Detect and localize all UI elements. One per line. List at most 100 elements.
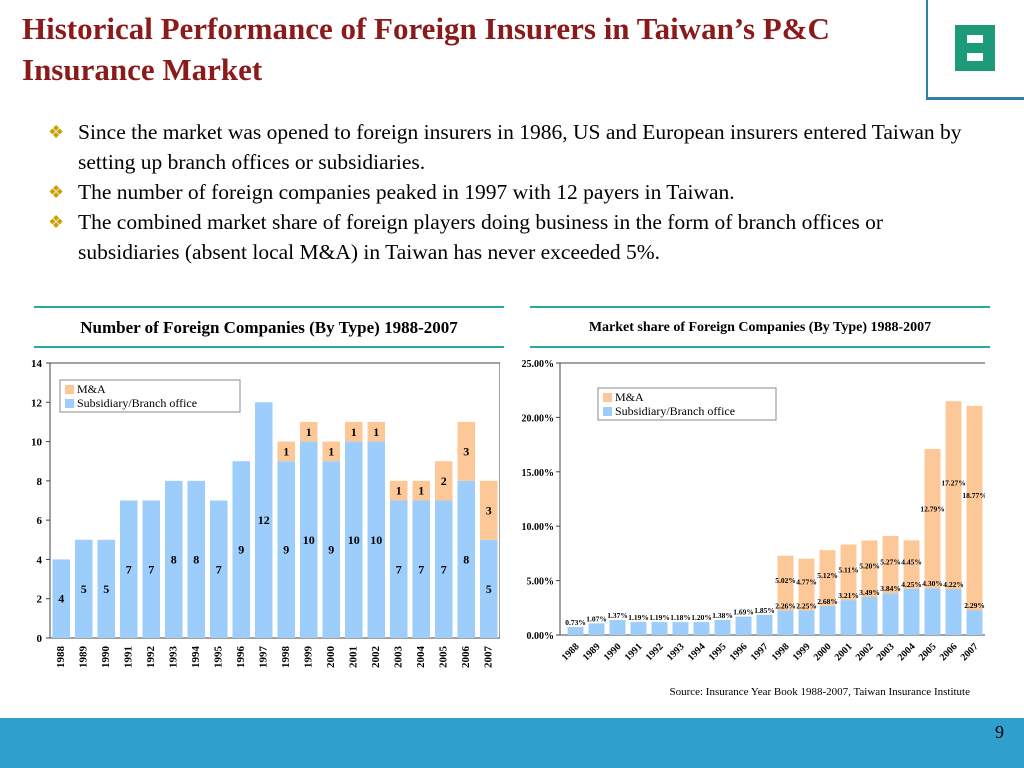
- x-tick-label: 2004: [415, 646, 427, 669]
- bar-label-ma: 3: [486, 503, 492, 517]
- bullet-list: ❖ Since the market was opened to foreign …: [48, 117, 988, 267]
- legend-label-ma: M&A: [615, 390, 644, 404]
- bar-label-subsidiary: 9: [328, 543, 334, 557]
- x-tick-label: 1988: [55, 646, 67, 669]
- bar-subsidiary: [187, 480, 206, 638]
- bar-ma: [367, 421, 386, 442]
- bar-subsidiary: [798, 610, 815, 635]
- bar-label-ma: 5.12%: [817, 571, 838, 580]
- bar-label-ma: 1: [306, 425, 312, 439]
- bullet-item: ❖ Since the market was opened to foreign …: [48, 117, 988, 177]
- bar-subsidiary: [819, 605, 836, 635]
- bar-ma: [344, 421, 363, 442]
- x-tick-label: 2002: [854, 641, 876, 663]
- y-tick-label: 4: [37, 554, 43, 566]
- y-tick-label: 8: [37, 476, 43, 488]
- bar-label-subsidiary: 1.69%: [733, 608, 754, 617]
- bullet-item: ❖ The number of foreign companies peaked …: [48, 177, 988, 207]
- bar-subsidiary: [119, 500, 138, 638]
- x-tick-label: 1999: [302, 646, 314, 669]
- bar-subsidiary: [735, 616, 752, 635]
- bar-label-subsidiary: 1.19%: [628, 613, 649, 622]
- x-tick-label: 1992: [145, 646, 157, 669]
- bar-subsidiary: [903, 588, 920, 635]
- bar-subsidiary: [840, 600, 857, 635]
- chart1-plot-frame: [49, 362, 500, 639]
- bar-label-ma: 1: [418, 484, 424, 498]
- company-logo-icon: [955, 25, 995, 71]
- x-tick-label: 2006: [460, 646, 472, 669]
- bar-label-ma: 2: [441, 474, 447, 488]
- bar-label-subsidiary: 1.07%: [586, 614, 607, 623]
- bar-subsidiary: [651, 622, 668, 635]
- bar-label-ma: 1: [283, 444, 289, 458]
- x-tick-label: 1991: [122, 646, 134, 668]
- bar-ma: [777, 555, 794, 611]
- bar-subsidiary: [756, 614, 773, 635]
- bar-subsidiary: [588, 623, 605, 635]
- bar-subsidiary: [567, 627, 584, 635]
- legend-label-ma: M&A: [77, 382, 106, 396]
- x-tick-label: 2001: [347, 646, 359, 668]
- bullet-text: Since the market was opened to foreign i…: [78, 120, 962, 174]
- x-tick-label: 2001: [833, 641, 855, 663]
- bar-subsidiary: [74, 539, 93, 638]
- x-tick-label: 2002: [370, 646, 382, 669]
- bar-label-ma: 1: [328, 444, 334, 458]
- bar-subsidiary: [777, 610, 794, 635]
- page-number: 9: [995, 722, 1004, 742]
- bar-subsidiary: [479, 539, 498, 638]
- x-tick-label: 2005: [917, 641, 939, 663]
- bar-label-ma: 4.77%: [796, 578, 817, 587]
- bar-label-subsidiary: 7: [418, 562, 424, 576]
- bar-label-ma: 1: [351, 425, 357, 439]
- bar-ma: [840, 544, 857, 601]
- bar-label-ma: 18.77%: [962, 491, 985, 500]
- x-tick-label: 1998: [770, 641, 792, 663]
- bar-subsidiary: [966, 610, 983, 635]
- x-tick-label: 1990: [100, 646, 112, 669]
- y-tick-label: 14: [31, 358, 43, 370]
- bar-label-subsidiary: 0.73%: [565, 618, 586, 627]
- page-title-line1: Historical Performance of Foreign Insure…: [22, 11, 830, 46]
- bar-subsidiary: [254, 402, 273, 638]
- bar-label-subsidiary: 7: [441, 562, 447, 576]
- page-title: Historical Performance of Foreign Insure…: [0, 0, 928, 100]
- bar-label-subsidiary: 1.18%: [670, 613, 691, 622]
- bullet-text: The combined market share of foreign pla…: [78, 210, 884, 264]
- bar-subsidiary: [299, 441, 318, 638]
- bar-label-subsidiary: 1.37%: [607, 611, 628, 620]
- bar-label-subsidiary: 7: [148, 562, 154, 576]
- bar-subsidiary: [344, 441, 363, 638]
- bar-label-subsidiary: 2.25%: [796, 602, 817, 611]
- chart1-count-by-type: 0246810121441988519895199071991719928199…: [31, 358, 500, 669]
- bullet-diamond-icon: ❖: [48, 182, 65, 202]
- x-tick-label: 2003: [392, 646, 404, 669]
- bar-ma: [945, 401, 962, 590]
- bar-subsidiary: [322, 461, 341, 638]
- legend-label-subsidiary: Subsidiary/Branch office: [77, 396, 197, 410]
- x-tick-label: 2007: [482, 646, 494, 669]
- bar-label-subsidiary: 5: [486, 582, 492, 596]
- bar-label-subsidiary: 1.20%: [691, 613, 712, 622]
- bar-subsidiary: [714, 619, 731, 635]
- legend-frame: [597, 387, 777, 421]
- bar-subsidiary: [412, 500, 431, 638]
- bar-label-subsidiary: 3.84%: [880, 584, 901, 593]
- legend-swatch-ma: [603, 393, 612, 402]
- x-tick-label: 1988: [560, 641, 582, 663]
- bar-ma: [798, 558, 815, 611]
- bar-label-subsidiary: 7: [216, 562, 222, 576]
- x-tick-label: 1994: [686, 641, 708, 663]
- bar-label-subsidiary: 7: [126, 562, 132, 576]
- x-tick-label: 1997: [749, 641, 771, 663]
- bar-label-subsidiary: 1.19%: [649, 613, 670, 622]
- bar-subsidiary: [277, 461, 296, 638]
- legend-frame: [59, 379, 241, 413]
- y-tick-label: 15.00%: [522, 468, 555, 479]
- bar-label-subsidiary: 5: [103, 582, 109, 596]
- bar-subsidiary: [861, 597, 878, 635]
- x-tick-label: 1996: [728, 641, 750, 663]
